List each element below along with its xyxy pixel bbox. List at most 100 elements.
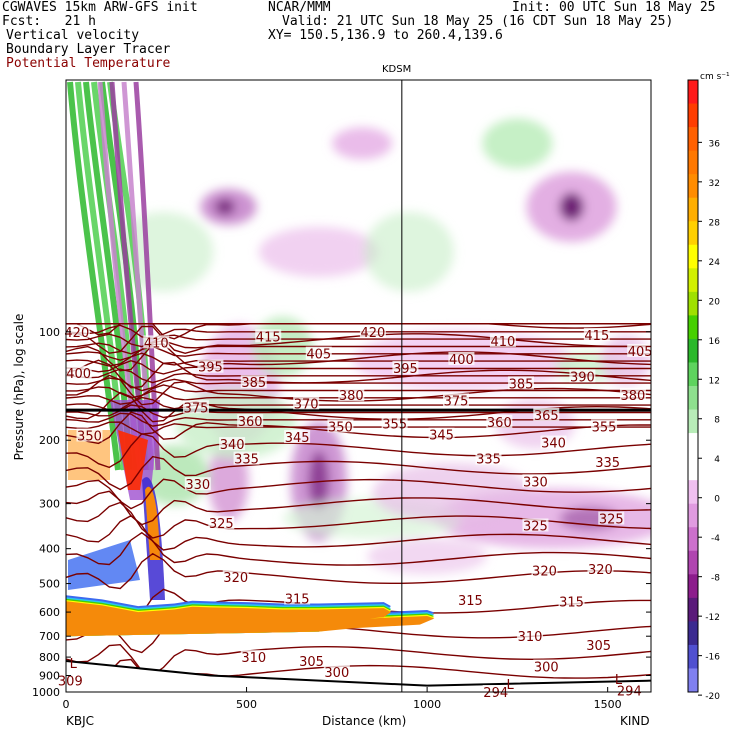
theta-label-bg (489, 333, 516, 347)
theta-label: 300 (534, 661, 559, 676)
theta-label-bg (255, 329, 282, 343)
theta-label: 320 (532, 565, 557, 580)
theta-label-bg (627, 343, 654, 357)
colorbar-frame (687, 79, 699, 693)
velocity-cell (482, 118, 553, 169)
theta-label: 315 (458, 594, 483, 609)
theta-label-bg (233, 451, 260, 465)
theta-label-bg (616, 683, 643, 697)
y-tick-label: 200 (39, 434, 60, 447)
theta-label: 345 (285, 431, 310, 446)
theta-label: 309 (58, 675, 83, 690)
colorbar-tick-label: 12 (709, 376, 720, 386)
colorbar-swatch (688, 550, 698, 575)
theta-label-bg (237, 414, 264, 428)
theta-contour (66, 531, 651, 566)
theta-label: 410 (491, 335, 516, 350)
theta-label: 340 (220, 438, 245, 453)
theta-label: 395 (198, 361, 223, 376)
theta-contour-upper (66, 359, 651, 375)
theta-label-bg (208, 516, 235, 530)
colorbar-tick-label: 8 (714, 416, 720, 426)
theta-label-bg (63, 324, 90, 338)
x-tick-label: 500 (236, 698, 257, 711)
theta-label-bg (219, 437, 246, 451)
theta-label: 325 (523, 520, 548, 535)
colorbar-tick-label: -16 (705, 653, 720, 663)
theta-label: 360 (487, 416, 512, 431)
y-tick-label: 800 (39, 651, 60, 664)
theta-label-bg (381, 416, 408, 430)
y-tick-label: 600 (39, 606, 60, 619)
theta-label-bg (569, 369, 596, 383)
colorbar-swatch (688, 480, 698, 505)
colorbar-tick-label: -4 (711, 534, 720, 544)
header-line4-left: Boundary Layer Tracer (6, 42, 171, 57)
colorbar-tick-label: 24 (709, 258, 721, 268)
colorbar-tick-label: 20 (709, 297, 721, 307)
header-line3-left: Vertical velocity (6, 28, 140, 43)
theta-label-bg (392, 360, 419, 374)
y-tick-label: 300 (39, 498, 60, 511)
low-marker: L (507, 678, 515, 693)
theta-label-bg (240, 375, 267, 389)
theta-label-bg (522, 474, 549, 488)
theta-contour (66, 490, 651, 526)
colorbar-tick-label: 28 (709, 218, 721, 228)
colorbar-swatch (688, 621, 698, 646)
colorbar-swatch (688, 362, 698, 387)
theta-label-bg (305, 346, 332, 360)
theta-label: 400 (449, 353, 474, 368)
theta-label-bg (65, 365, 92, 379)
colorbar-swatch (688, 80, 698, 105)
x-tick-label: 1000 (413, 698, 441, 711)
theta-label: 355 (382, 418, 407, 433)
theta-label: 335 (476, 453, 501, 468)
theta-contour-upper (66, 396, 651, 411)
theta-label: 330 (523, 475, 548, 490)
theta-label: 380 (339, 389, 364, 404)
theta-label: 390 (570, 370, 595, 385)
theta-contour-upper (66, 345, 651, 361)
velocity-cell (258, 226, 379, 277)
low-marker: L (70, 657, 78, 672)
theta-label-bg (619, 388, 646, 402)
theta-label-bg (598, 511, 625, 525)
theta-label: 400 (66, 367, 91, 382)
colorbar-swatch (688, 197, 698, 222)
theta-label: 340 (541, 437, 566, 452)
x-tick-label: 0 (63, 698, 70, 711)
theta-label-bg (594, 455, 621, 469)
theta-label-bg (558, 594, 585, 608)
theta-label: 320 (223, 571, 248, 586)
colorbar-tick-label: -20 (705, 692, 720, 702)
theta-label-bg (298, 653, 325, 667)
colorbar-swatch (688, 386, 698, 411)
velocity-cell (367, 538, 488, 575)
theta-label-bg (508, 376, 534, 390)
theta-contour (66, 455, 651, 491)
theta-label: 350 (77, 429, 102, 444)
theta-contour (66, 478, 651, 510)
left-station-label: KBJC (66, 714, 95, 728)
colorbar-swatch (688, 268, 698, 293)
theta-label: 330 (185, 478, 210, 493)
theta-label-bg (475, 451, 502, 465)
header-line1-left: CGWAVES 15km ARW-GFS init (2, 0, 198, 15)
theta-label-bg (517, 629, 544, 643)
theta-label: 345 (429, 429, 454, 444)
x-tick-label: 1500 (594, 698, 622, 711)
theta-label: 315 (559, 595, 584, 610)
theta-label: 335 (234, 453, 259, 468)
theta-label-bg (338, 388, 365, 402)
theta-label: 385 (241, 376, 266, 391)
theta-label: 350 (328, 420, 353, 435)
theta-label: 355 (592, 420, 617, 435)
theta-label-bg (76, 428, 103, 442)
y-tick-label: 500 (39, 578, 60, 591)
theta-label: 325 (599, 513, 624, 528)
theta-label-bg (533, 407, 560, 421)
colorbar-tick-label: 32 (709, 179, 720, 189)
theta-label-bg (183, 400, 209, 414)
y-tick-label: 1000 (32, 686, 60, 699)
